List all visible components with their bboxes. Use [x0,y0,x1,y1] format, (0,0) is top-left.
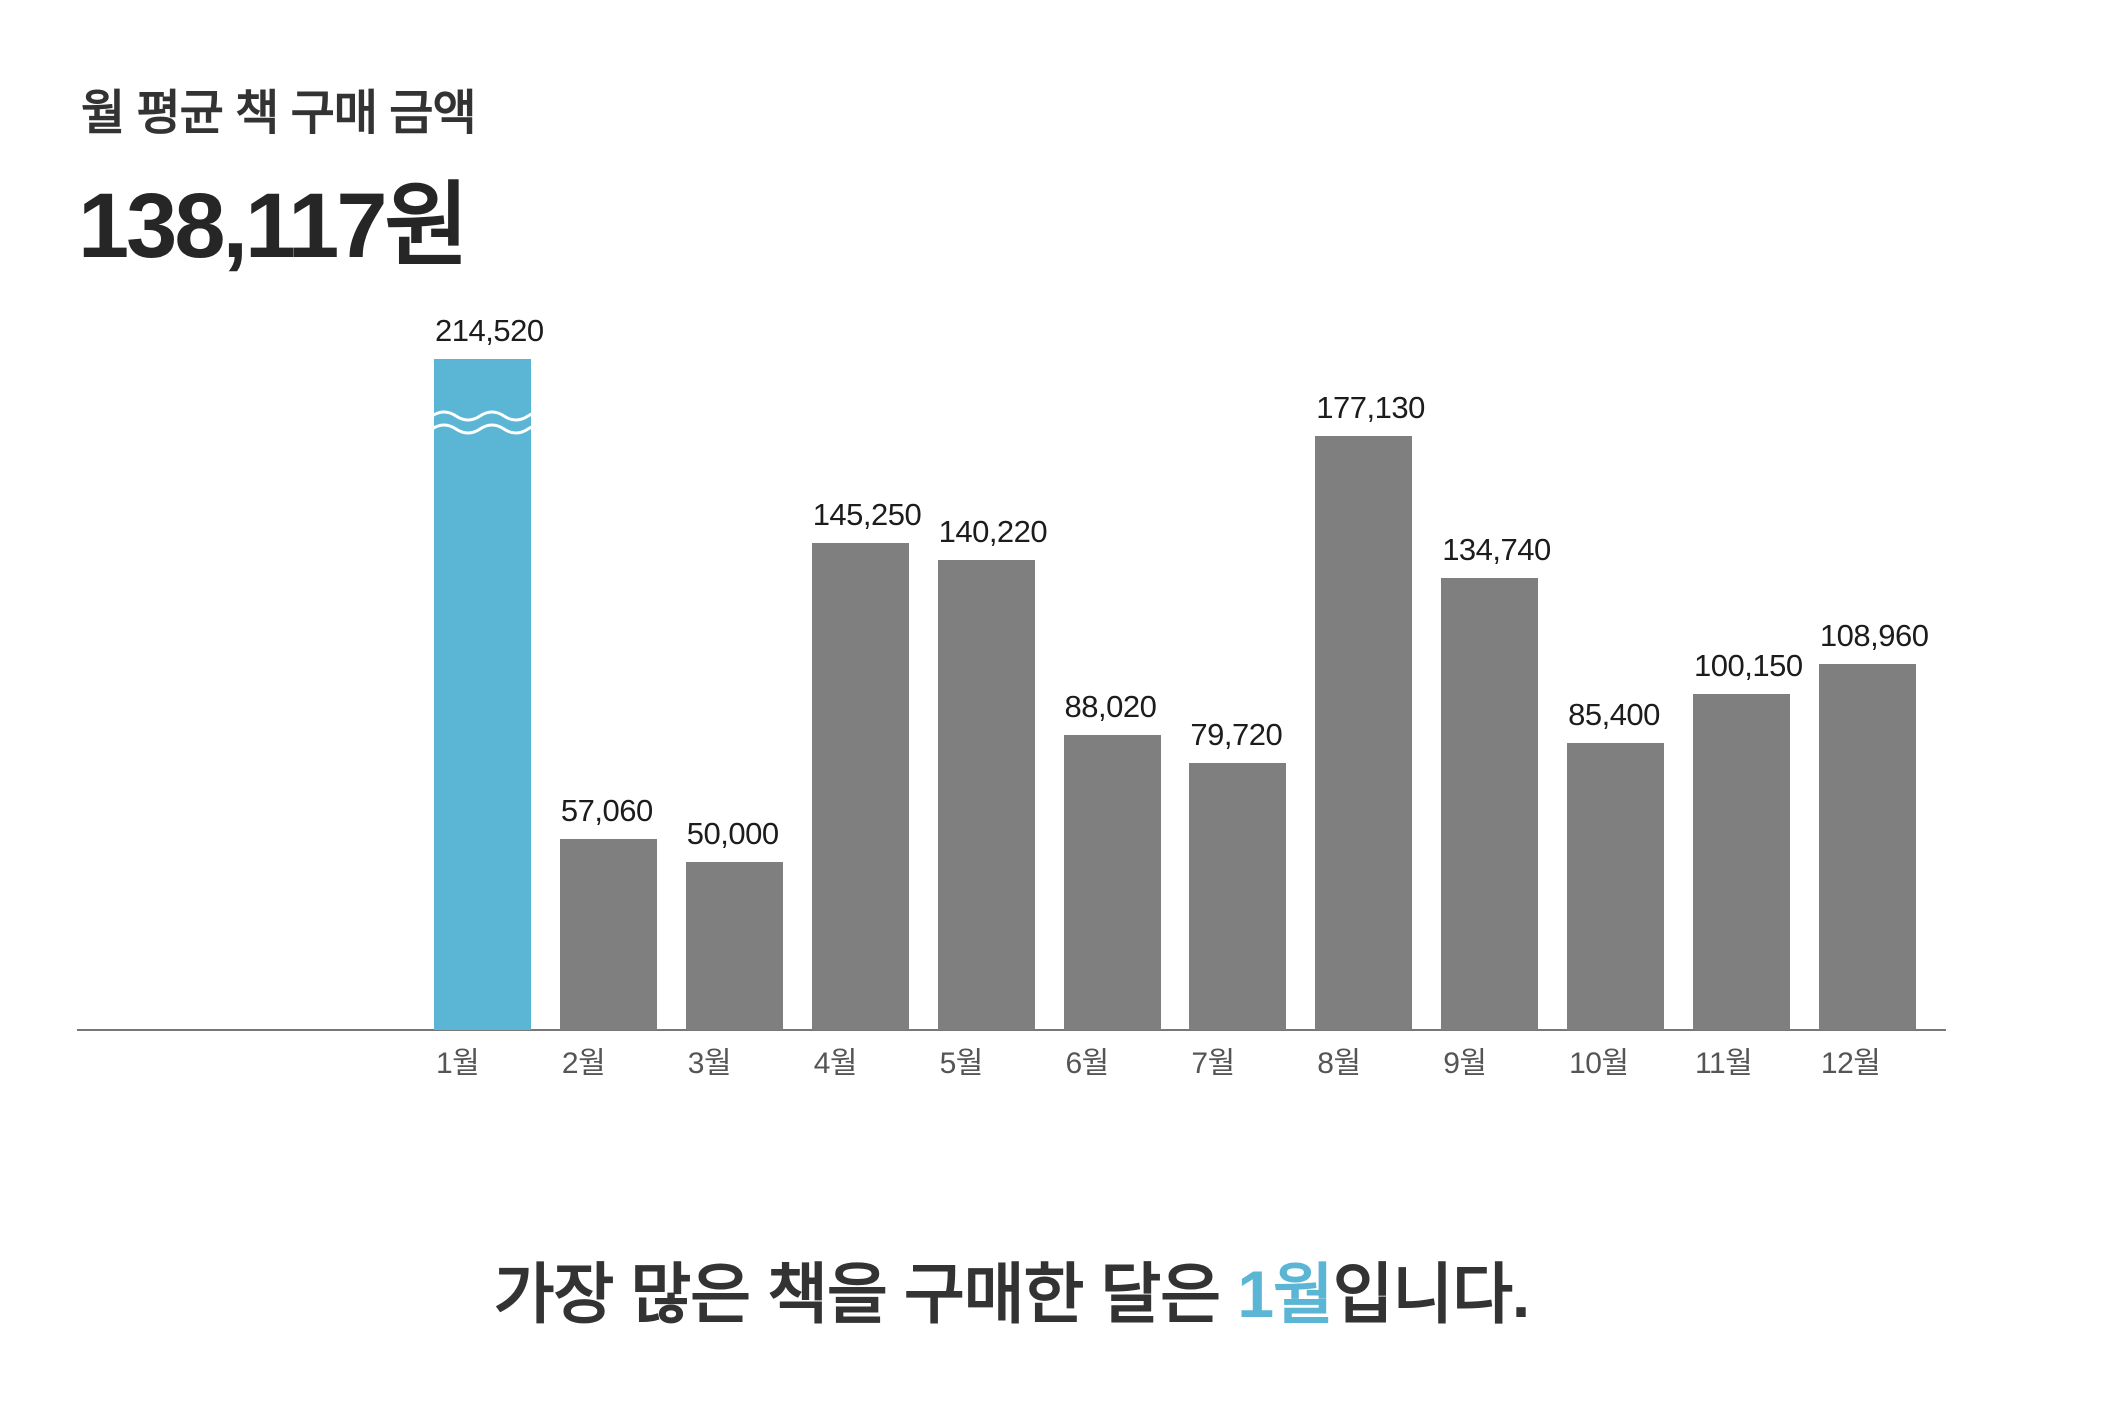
axis-break-mark [434,410,531,435]
value-label-month-8: 177,130 [1316,389,1425,425]
summary-suffix: 입니다. [1332,1257,1530,1331]
average-amount: 138,117원 [78,175,469,277]
category-label-month-9: 9월 [1443,1047,1487,1080]
category-label-month-5: 5월 [939,1047,984,1080]
summary-highlight-month: 1월 [1237,1257,1333,1331]
value-label-month-3: 50,000 [686,816,779,852]
chart-title: 월 평균 책 구매 금액 [81,87,477,140]
value-label-month-1: 214,520 [435,313,544,348]
value-label-month-9: 134,740 [1442,531,1551,567]
value-label-month-5: 140,220 [938,513,1048,549]
value-label-month-2: 57,060 [560,792,653,828]
value-label-month-6: 88,020 [1064,688,1157,724]
category-label-month-11: 11월 [1695,1047,1753,1080]
summary-prefix: 가장 많은 책을 구매한 달은 [493,1257,1238,1331]
bar-month-5 [937,559,1035,1030]
bar-month-8 [1315,435,1413,1030]
bar-month-10 [1567,743,1665,1030]
bar-month-12 [1818,664,1916,1030]
value-label-month-11: 100,150 [1694,647,1803,683]
category-label-month-6: 6월 [1065,1047,1110,1080]
bar-month-6 [1063,734,1161,1030]
bar-month-4 [811,542,909,1030]
bar-month-9 [1441,577,1539,1030]
bar-month-2 [559,838,657,1030]
summary-sentence: 가장 많은 책을 구매한 달은 1월입니다. [77,1256,1946,1332]
value-label-month-4: 145,250 [812,496,922,532]
category-label-month-4: 4월 [813,1047,858,1080]
bar-month-7 [1189,762,1287,1030]
category-label-month-7: 7월 [1191,1047,1235,1080]
category-label-month-12: 12월 [1820,1047,1881,1080]
category-label-month-10: 10월 [1569,1047,1629,1080]
category-label-month-3: 3월 [687,1047,732,1080]
bar-month-11 [1693,693,1790,1030]
category-label-month-2: 2월 [561,1047,606,1080]
value-label-month-7: 79,720 [1190,716,1283,752]
value-label-month-12: 108,960 [1819,618,1929,654]
bar-month-1 [434,359,531,1030]
category-label-month-1: 1월 [436,1047,480,1080]
bar-month-3 [685,862,783,1030]
category-label-month-8: 8월 [1317,1047,1361,1080]
x-axis-line [77,1029,1946,1031]
value-label-month-10: 85,400 [1568,697,1660,733]
